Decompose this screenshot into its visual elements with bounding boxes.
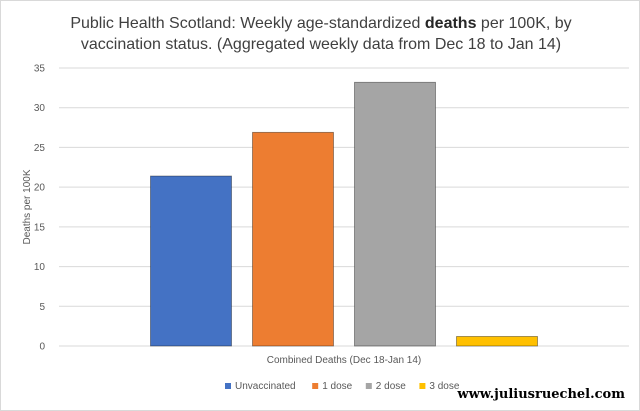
legend-label: 3 dose [429,381,459,392]
legend-swatch [225,383,231,389]
legend-swatch [312,383,319,389]
y-tick-label: 0 [39,342,45,353]
legend-label: 2 dose [376,381,406,392]
legend-swatch [365,383,372,389]
y-axis-title: Deaths per 100K [22,169,33,244]
y-tick-label: 30 [34,103,46,114]
legend-label: Unvaccinated [235,381,296,392]
chart-title-emphasis: deaths [424,15,477,32]
legend-swatch [419,383,426,389]
watermark: www.juliusruechel.com [457,387,625,402]
bar [150,175,232,347]
y-tick-label: 20 [34,183,46,194]
bar [252,131,334,347]
bar [354,81,436,347]
y-tick-label: 10 [34,262,46,273]
x-category-label: Combined Deaths (Dec 18-Jan 14) [267,355,422,366]
y-tick-label: 25 [34,143,46,154]
chart-title: Public Health Scotland: Weekly age-stand… [70,15,572,53]
y-tick-label: 35 [34,64,46,75]
y-tick-label: 5 [39,302,45,313]
bar [456,336,538,347]
y-tick-label: 15 [34,222,46,233]
legend-label: 1 dose [322,381,352,392]
